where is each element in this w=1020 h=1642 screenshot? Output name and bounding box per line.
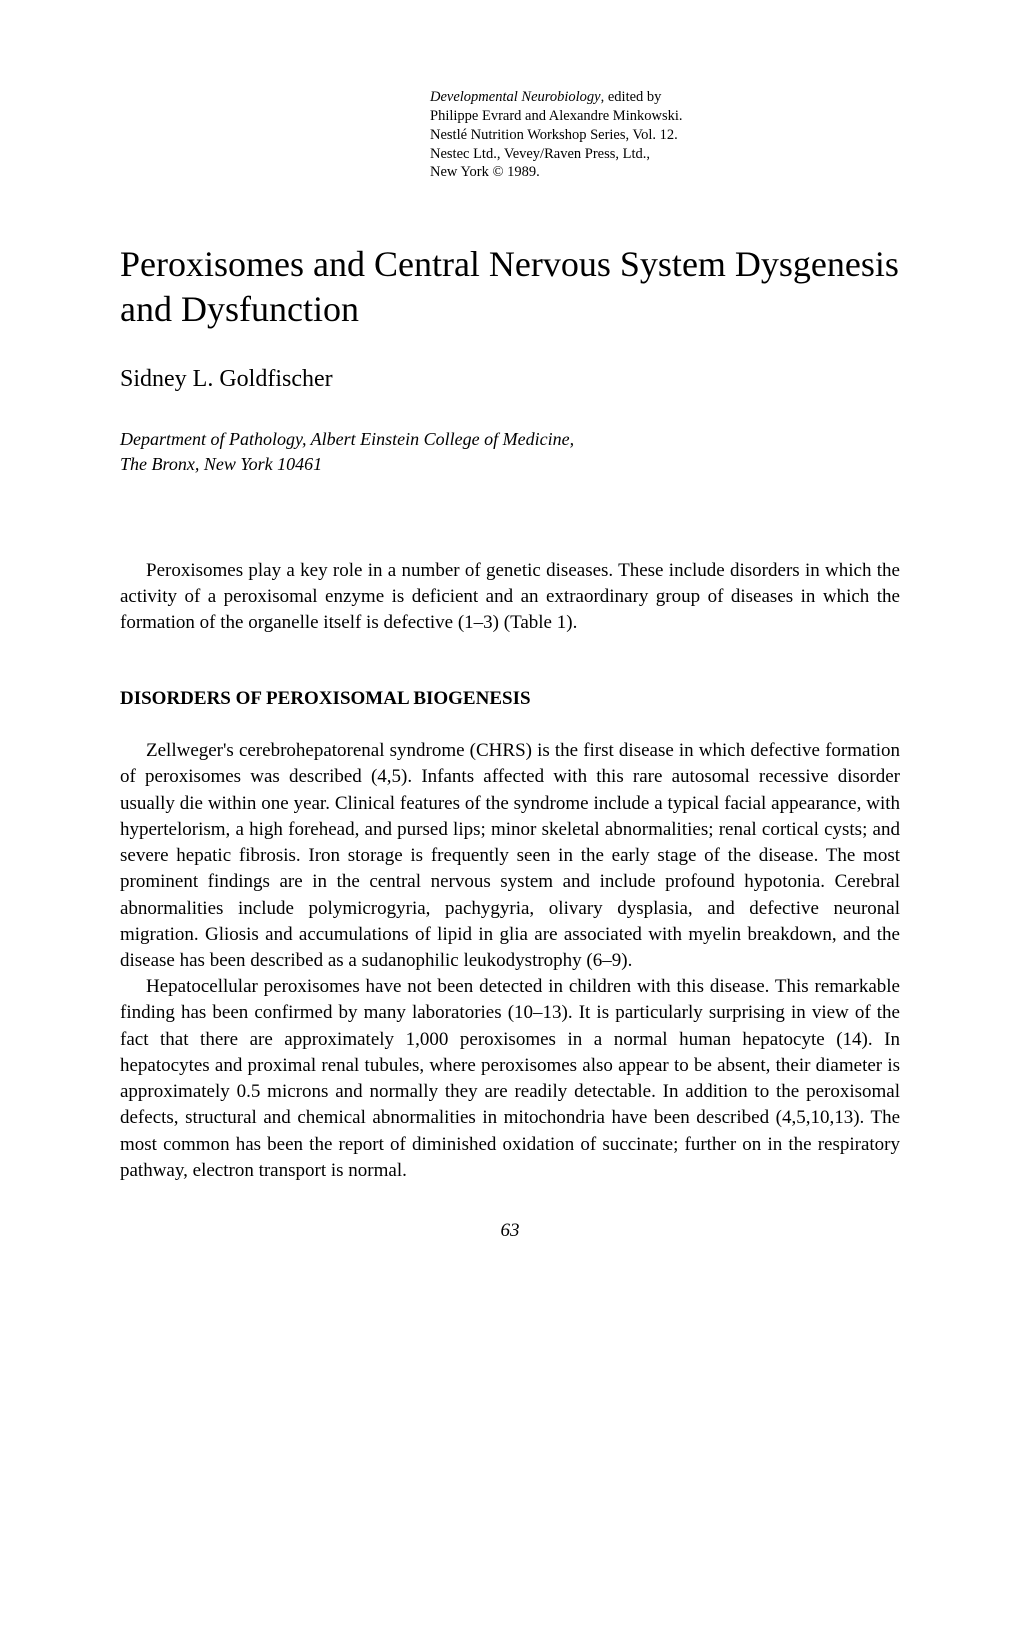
publication-line4: Nestec Ltd., Vevey/Raven Press, Ltd., (430, 146, 650, 162)
author-name: Sidney L. Goldfischer (120, 366, 900, 393)
affiliation-line2: The Bronx, New York 10461 (120, 454, 322, 474)
page-container: Developmental Neurobiology, edited by Ph… (0, 0, 1020, 1302)
publication-line3: Nestlé Nutrition Workshop Series, Vol. 1… (430, 127, 678, 143)
article-title: Peroxisomes and Central Nervous System D… (120, 242, 900, 332)
author-affiliation: Department of Pathology, Albert Einstein… (120, 427, 900, 477)
intro-paragraph: Peroxisomes play a key role in a number … (120, 558, 900, 637)
affiliation-line1: Department of Pathology, Albert Einstein… (120, 429, 574, 449)
page-number: 63 (120, 1220, 900, 1242)
body-section: Zellweger's cerebrohepatorenal syndrome … (120, 738, 900, 1184)
journal-title: Developmental Neurobiology (430, 89, 601, 105)
publication-line5: New York © 1989. (430, 164, 540, 180)
publication-line1-rest: , edited by (601, 89, 662, 105)
body-paragraph-2: Hepatocellular peroxisomes have not been… (120, 974, 900, 1184)
intro-section: Peroxisomes play a key role in a number … (120, 558, 900, 637)
body-paragraph-1: Zellweger's cerebrohepatorenal syndrome … (120, 738, 900, 974)
publication-line2: Philippe Evrard and Alexandre Minkowski. (430, 108, 683, 124)
publication-note: Developmental Neurobiology, edited by Ph… (430, 88, 900, 182)
section-heading: DISORDERS OF PEROXISOMAL BIOGENESIS (120, 688, 900, 710)
